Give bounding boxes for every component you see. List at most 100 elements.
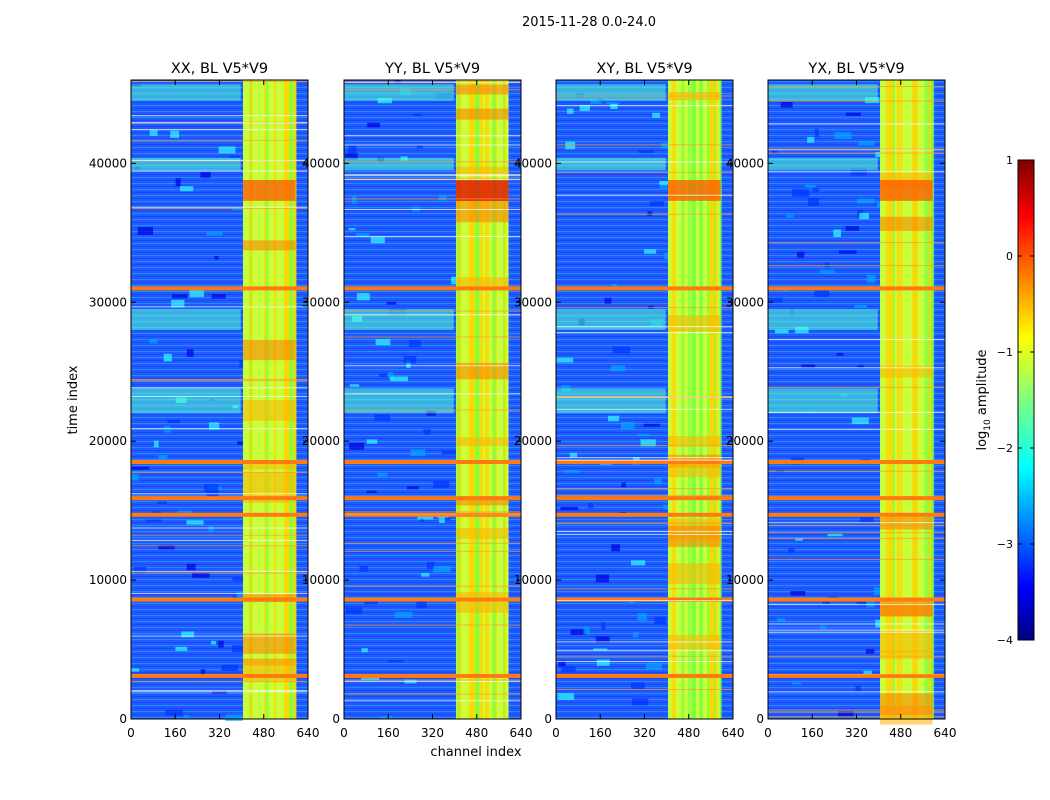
flagged-row-thin <box>768 152 945 154</box>
flagged-row-thin <box>768 655 945 657</box>
flagged-row-thin <box>131 534 308 536</box>
flagged-row-thin <box>344 409 521 411</box>
x-tick-label: 320 <box>845 726 868 740</box>
heatmap-band <box>556 84 666 101</box>
heatmap-speckle <box>611 365 626 372</box>
rfi-stripe <box>484 80 489 719</box>
flagged-row-thin <box>768 411 945 413</box>
flagged-row <box>131 512 308 517</box>
heatmap-speckle <box>170 130 180 138</box>
heatmap-speckle <box>421 573 430 577</box>
x-tick-label: 320 <box>633 726 656 740</box>
heatmap-speckle <box>649 201 664 207</box>
heatmap-speckle <box>348 228 356 231</box>
rfi-stripe <box>889 80 894 719</box>
heatmap-speckle <box>834 132 852 139</box>
heatmap-speckle <box>780 101 793 108</box>
heatmap-speckle <box>833 229 842 238</box>
flagged-row-thin <box>131 471 308 473</box>
heatmap-speckle <box>412 113 421 116</box>
flagged-row-thin <box>556 641 733 643</box>
heatmap-speckle <box>606 102 620 105</box>
heatmap-speckle <box>566 108 574 114</box>
panel-yx: YX, BL V5*V9 0 160 320 480 640 0 10000 20000 3000… <box>726 61 957 740</box>
heatmap-speckle <box>654 478 662 484</box>
flagged-row-thin <box>768 100 945 102</box>
heatmap-speckle <box>394 611 413 618</box>
flagged-row-thin <box>768 148 945 150</box>
heatmap-speckle <box>557 693 575 700</box>
x-tick-label: 160 <box>589 726 612 740</box>
heatmap-speckle <box>838 250 857 254</box>
rfi-strong-burst <box>880 180 933 201</box>
heatmap-speckle <box>836 353 844 356</box>
heatmap-speckle <box>410 449 426 457</box>
x-tick-label: 480 <box>465 726 488 740</box>
y-tick-label: 30000 <box>514 295 552 309</box>
rfi-stripe <box>293 80 297 719</box>
panel-title: XY, BL V5*V9 <box>596 61 692 77</box>
heatmap-band <box>556 309 666 331</box>
rfi-burst <box>880 365 933 378</box>
flagged-row <box>556 673 733 678</box>
heatmap-speckle <box>845 226 860 231</box>
flagged-row <box>768 512 945 517</box>
heatmap-speckle <box>186 349 194 357</box>
heatmap-speckle <box>827 533 843 537</box>
heatmap-speckle <box>203 484 219 492</box>
heatmap-speckle <box>131 668 140 672</box>
rfi-burst <box>456 592 509 613</box>
flagged-row-thin <box>768 85 945 87</box>
rfi-stripe <box>924 80 929 719</box>
flagged-row-thin <box>131 570 308 572</box>
heatmap-speckle <box>165 709 184 716</box>
flagged-row-thin <box>344 178 521 180</box>
heatmap-speckle <box>774 329 789 334</box>
heatmap-speckle <box>232 576 248 582</box>
y-tick-label: 30000 <box>302 295 340 309</box>
rfi-burst <box>243 400 296 421</box>
rfi-burst <box>456 437 509 447</box>
heatmap-speckle <box>189 290 204 297</box>
rfi-stripe <box>249 80 253 719</box>
rfi-burst <box>243 461 296 470</box>
flagged-row-thin <box>131 592 308 594</box>
y-tick-label: 0 <box>756 712 764 726</box>
heatmap-speckle <box>386 301 397 305</box>
rfi-burst <box>456 363 509 380</box>
heatmap-speckle <box>630 560 646 566</box>
rfi-stripe <box>492 80 496 719</box>
heatmap-speckle <box>133 566 147 574</box>
colorbar-tick-label: −2 <box>997 442 1013 455</box>
flagged-row-thin <box>344 89 521 91</box>
rfi-burst <box>880 629 933 653</box>
y-tick-label: 20000 <box>726 434 764 448</box>
heatmap-speckle <box>145 519 162 522</box>
y-tick-label: 30000 <box>726 295 764 309</box>
heatmap-speckle <box>561 385 571 392</box>
heatmap-band <box>768 309 878 331</box>
heatmap-speckle <box>192 572 210 578</box>
heatmap-speckle <box>855 685 861 693</box>
flagged-row-thin <box>131 122 308 124</box>
flagged-row-thin <box>768 428 945 430</box>
heatmap-speckle <box>611 283 618 289</box>
flagged-row <box>131 496 308 501</box>
heatmap-speckle <box>388 660 404 663</box>
rfi-stripe <box>688 80 691 719</box>
flagged-row-thin <box>768 631 945 633</box>
rfi-strong-burst <box>668 180 721 201</box>
heatmap-speckle <box>406 486 419 490</box>
heatmap-speckle <box>186 563 196 571</box>
rfi-burst <box>243 660 296 682</box>
flagged-row <box>768 597 945 602</box>
flagged-row-thin <box>344 314 521 316</box>
flagged-row-thin <box>131 493 308 495</box>
heatmap-speckle <box>837 711 854 718</box>
x-tick-label: 480 <box>252 726 275 740</box>
heatmap-speckle <box>857 140 875 146</box>
flagged-row-thin <box>768 629 945 631</box>
flagged-row-thin <box>344 365 521 367</box>
rfi-stripe <box>714 80 718 719</box>
